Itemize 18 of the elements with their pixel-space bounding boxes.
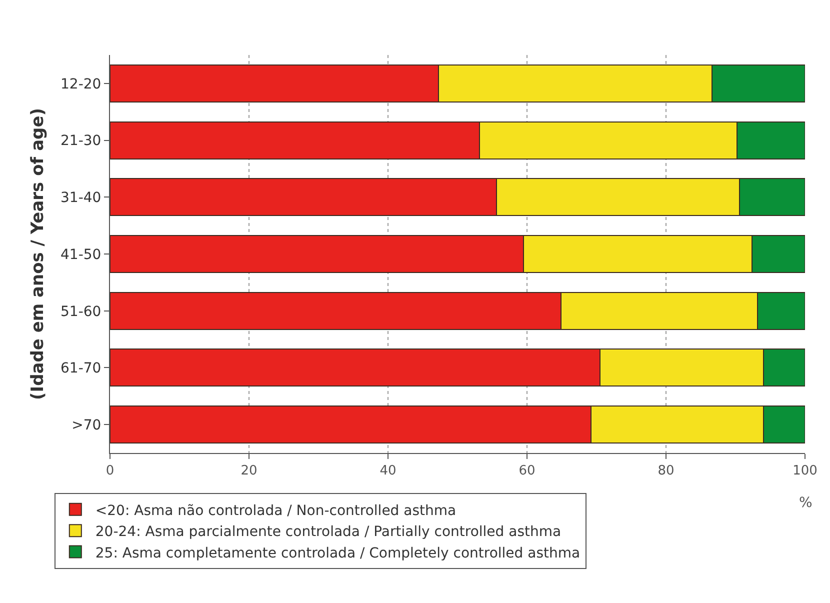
y-tick-label: 12-20 bbox=[60, 76, 102, 92]
x-tick-label: 80 bbox=[658, 464, 674, 479]
y-tick-label: 21-30 bbox=[60, 133, 102, 150]
x-tick-label: 20 bbox=[240, 464, 258, 479]
x-tick-label: 40 bbox=[380, 464, 396, 479]
x-tick-label: 0 bbox=[106, 464, 114, 479]
y-axis-title: (Idade em anos / Years of age) bbox=[28, 108, 48, 400]
y-tick-label: 51-60 bbox=[60, 304, 102, 320]
y-tick-label: 61-70 bbox=[60, 360, 102, 377]
y-tick-label: 41-50 bbox=[60, 246, 102, 263]
legend-label: <20: Asma não controlada / Non-controlled asthma bbox=[95, 502, 456, 519]
legend-label: 25: Asma completamente controlada / Completely controlled asthma bbox=[95, 545, 580, 562]
x-axis-title: % bbox=[799, 495, 812, 511]
legend-label: 20-24: Asma parcialmente controlada / Partially controlled asthma bbox=[95, 524, 562, 540]
x-tick-label: 60 bbox=[518, 464, 536, 479]
x-tick-label: 100 bbox=[792, 464, 818, 479]
y-tick-label: 31-40 bbox=[60, 190, 102, 206]
y-tick-label: >70 bbox=[72, 417, 102, 434]
